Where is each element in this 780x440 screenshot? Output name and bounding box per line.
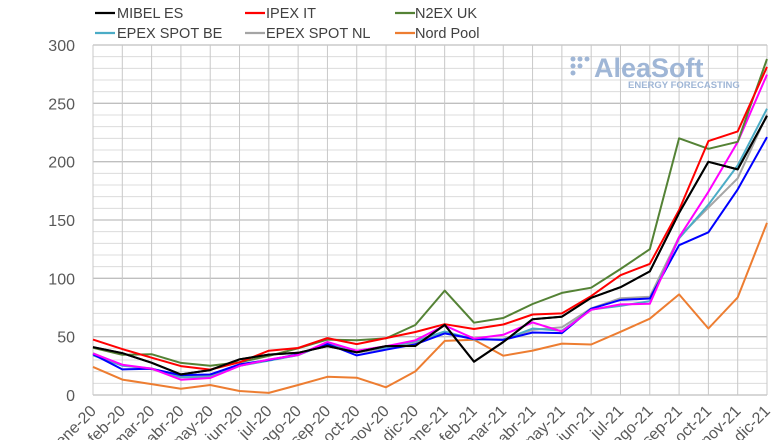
y-tick-label: 100	[48, 271, 75, 288]
series-line-epex-spot-nl	[92, 114, 768, 378]
series-lines	[92, 58, 768, 394]
series-line-ipex-it	[92, 66, 768, 371]
legend-label: Nord Pool	[415, 26, 479, 42]
legend-label: EPEX SPOT DE	[117, 0, 223, 4]
watermark-tagline: ENERGY FORECASTING	[628, 80, 740, 91]
aleasoft-logo-icon	[570, 56, 590, 76]
y-tick-label: 200	[48, 155, 75, 172]
legend-label: MIBEL ES	[117, 6, 183, 22]
x-axis: ene-20feb-20mar-20abr-20may-20jun-20jul-…	[53, 403, 774, 440]
series-line-epex-spot-fr	[92, 74, 768, 381]
series-line-epex-spot-de	[92, 136, 768, 377]
series-line-mibel-es	[92, 115, 768, 376]
aleasoft-watermark: AleaSoft ENERGY FORECASTING	[570, 53, 740, 91]
series-line-n2ex-uk	[92, 58, 768, 367]
legend-label: IPEX IT	[266, 6, 316, 22]
legend-label: EPEX SPOT BE	[117, 26, 223, 42]
y-tick-label: 150	[48, 213, 75, 230]
series-line-nord-pool	[92, 222, 768, 394]
legend-label: MIBEL PT	[415, 0, 481, 4]
y-tick-label: 0	[66, 388, 75, 405]
legend-label: N2EX UK	[415, 6, 477, 22]
legend-label: EPEX SPOT FR	[266, 0, 371, 4]
y-tick-label: 250	[48, 96, 75, 113]
grid	[92, 44, 768, 396]
y-tick-label: 50	[57, 330, 75, 347]
y-tick-label: 300	[48, 38, 75, 55]
watermark-brand: AleaSoft	[594, 53, 704, 83]
legend: EPEX SPOT DE EPEX SPOT FR MIBEL PT MIBEL ES…	[95, 0, 481, 42]
y-axis: 0 50 100 150 200 250 300	[48, 38, 75, 405]
legend-label: EPEX SPOT NL	[266, 26, 371, 42]
